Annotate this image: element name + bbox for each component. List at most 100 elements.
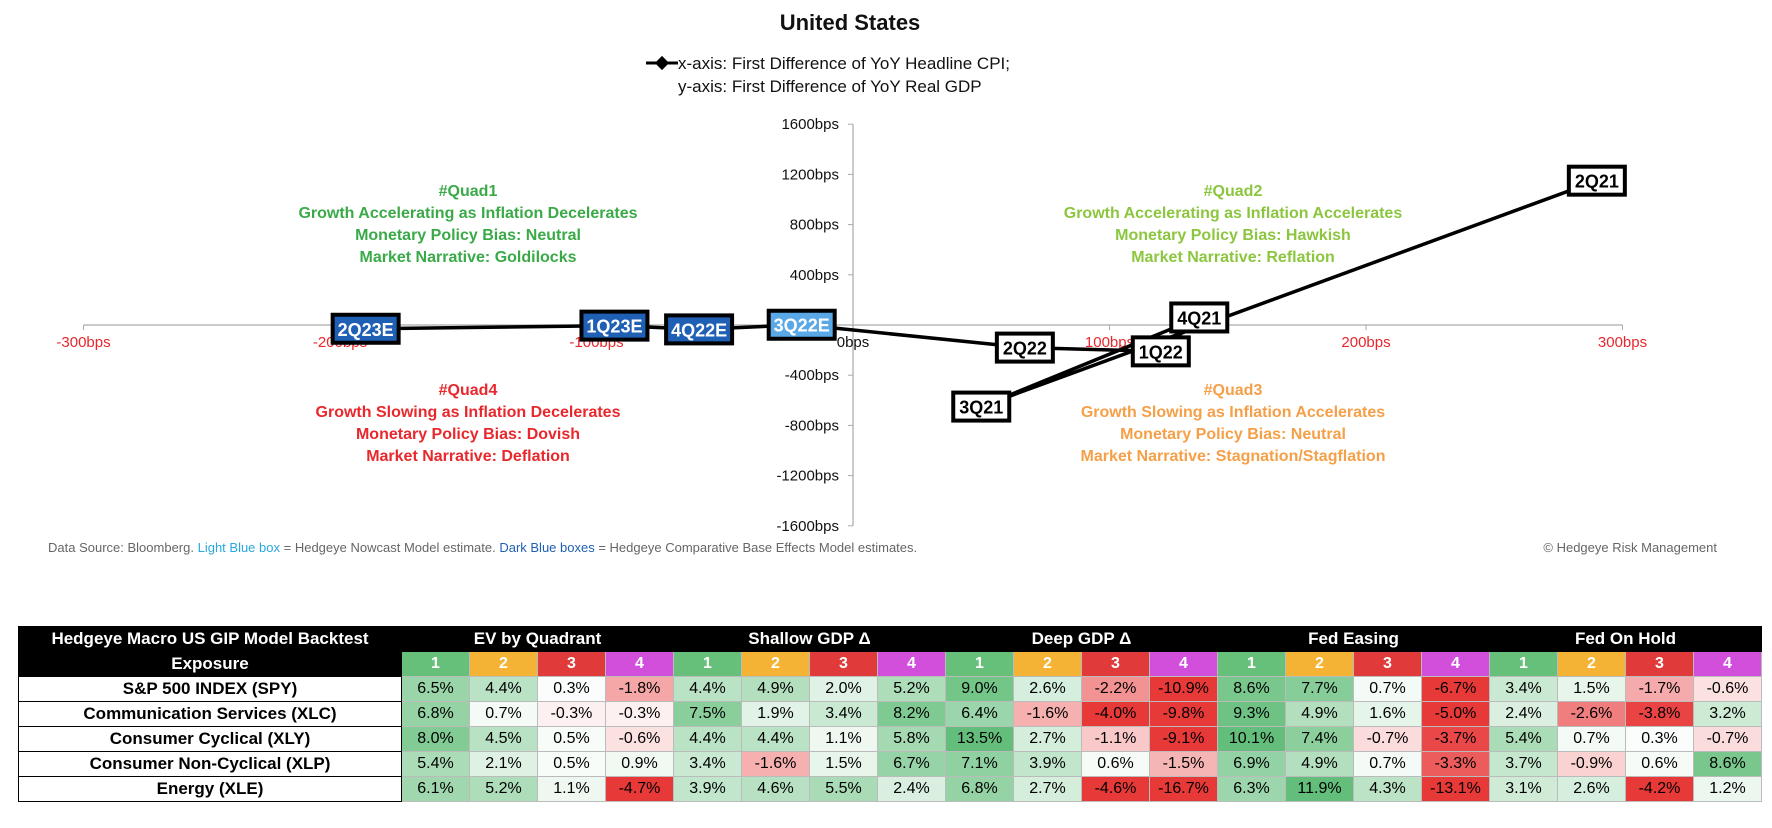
quadrant-q3-line: Monetary Policy Bias: Neutral (1120, 426, 1346, 443)
quadrant-q1-line: Market Narrative: Goldilocks (360, 249, 577, 266)
quadrant-number: 1 (1489, 651, 1558, 677)
value-cell: -0.9% (1557, 751, 1626, 777)
value-cell: -6.7% (1421, 676, 1490, 702)
quadrant-number: 3 (537, 651, 606, 677)
value-cell: 6.5% (401, 676, 470, 702)
value-cell: 1.1% (537, 776, 606, 802)
quadrant-number: 2 (1013, 651, 1082, 677)
chart-title: United States (780, 10, 921, 35)
quadrant-labels: #Quad1 Growth Accelerating as Inflation D… (298, 183, 1402, 465)
quad-chart: United States x-axis: First Difference o… (56, 10, 1647, 535)
point-box-1Q22 (1130, 335, 1191, 368)
value-cell: 4.5% (469, 726, 538, 752)
point-box-1Q23E (579, 309, 650, 342)
row-label: Consumer Cyclical (XLY) (18, 726, 402, 752)
value-cell: -0.6% (605, 726, 674, 752)
value-cell: 6.7% (877, 751, 946, 777)
value-cell: 10.1% (1217, 726, 1286, 752)
value-cell: 2.1% (469, 751, 538, 777)
legend: x-axis: First Difference of YoY Headline… (646, 54, 1010, 96)
value-cell: 2.6% (1557, 776, 1626, 802)
quadrant-q1-line: #Quad1 (439, 183, 498, 200)
table-header-row: Hedgeye Macro US GIP Model Backtest EV by… (18, 626, 1762, 652)
quadrant-q2-line: Monetary Policy Bias: Hawkish (1115, 227, 1351, 244)
value-cell: 3.2% (1693, 701, 1762, 727)
light-blue-label: Light Blue box (197, 540, 280, 555)
quadrant-number: 1 (945, 651, 1014, 677)
value-cell: 4.4% (469, 676, 538, 702)
group-header: Fed Easing (1217, 626, 1490, 652)
value-cell: -4.2% (1625, 776, 1694, 802)
quadrant-q4-line: Monetary Policy Bias: Dovish (356, 426, 580, 443)
legend-diamond-marker (654, 55, 670, 71)
value-cell: 0.3% (537, 676, 606, 702)
y-tick-label: 1200bps (781, 166, 839, 183)
value-cell: -9.1% (1149, 726, 1218, 752)
value-cell: 7.7% (1285, 676, 1354, 702)
quadrant-number: 1 (673, 651, 742, 677)
row-label: Consumer Non-Cyclical (XLP) (18, 751, 402, 777)
value-cell: 3.7% (1489, 751, 1558, 777)
value-cell: 5.8% (877, 726, 946, 752)
quadrant-number: 4 (877, 651, 946, 677)
value-cell: 5.4% (401, 751, 470, 777)
value-cell: 13.5% (945, 726, 1014, 752)
value-cell: 2.6% (1013, 676, 1082, 702)
value-cell: 6.1% (401, 776, 470, 802)
y-tick-label: 1600bps (781, 116, 839, 133)
value-cell: 8.6% (1693, 751, 1762, 777)
quadrant-q3-line: #Quad3 (1204, 382, 1263, 399)
value-cell: 6.4% (945, 701, 1014, 727)
value-cell: 3.1% (1489, 776, 1558, 802)
quadrant-q3-line: Market Narrative: Stagnation/Stagflation (1081, 448, 1386, 465)
copyright: © Hedgeye Risk Management (1543, 540, 1717, 555)
quadrant-number: 4 (605, 651, 674, 677)
quadrant-q2-line: #Quad2 (1204, 183, 1263, 200)
value-cell: 2.4% (877, 776, 946, 802)
value-cell: 0.9% (605, 751, 674, 777)
value-cell: 3.9% (1013, 751, 1082, 777)
gip-backtest-table: Hedgeye Macro US GIP Model Backtest EV by… (18, 626, 1762, 802)
value-cell: 4.9% (741, 676, 810, 702)
quadrant-q4-line: Growth Slowing as Inflation Decelerates (316, 404, 621, 421)
quadrant-q2-line: Growth Accelerating as Inflation Acceler… (1064, 205, 1403, 222)
value-cell: 8.6% (1217, 676, 1286, 702)
point-label-2Q22: 2Q22 (1003, 339, 1047, 359)
x-tick-label: 300bps (1598, 334, 1647, 351)
value-cell: 0.6% (1081, 751, 1150, 777)
value-cell: 9.3% (1217, 701, 1286, 727)
value-cell: 6.8% (945, 776, 1014, 802)
value-cell: -3.8% (1625, 701, 1694, 727)
value-cell: 0.7% (469, 701, 538, 727)
value-cell: 1.5% (1557, 676, 1626, 702)
value-cell: 8.0% (401, 726, 470, 752)
legend-line1: x-axis: First Difference of YoY Headline… (678, 54, 1010, 73)
quadrant-q4-line: #Quad4 (439, 382, 498, 399)
value-cell: -0.7% (1693, 726, 1762, 752)
value-cell: -4.7% (605, 776, 674, 802)
quadrant-q1-line: Monetary Policy Bias: Neutral (355, 227, 581, 244)
group-header: Shallow GDP Δ (673, 626, 946, 652)
value-cell: 6.8% (401, 701, 470, 727)
row-label: Energy (XLE) (18, 776, 402, 802)
value-cell: 4.6% (741, 776, 810, 802)
value-cell: -3.3% (1421, 751, 1490, 777)
value-cell: 1.5% (809, 751, 878, 777)
value-cell: 0.5% (537, 726, 606, 752)
value-cell: 4.4% (673, 676, 742, 702)
value-cell: 6.3% (1217, 776, 1286, 802)
value-cell: -2.6% (1557, 701, 1626, 727)
value-cell: -0.7% (1353, 726, 1422, 752)
value-cell: -16.7% (1149, 776, 1218, 802)
value-cell: 5.2% (877, 676, 946, 702)
value-cell: -1.6% (741, 751, 810, 777)
table-row: Energy (XLE) 6.1% 5.2% 1.1% -4.7% 3.9% 4.6% 5.5… (18, 776, 1762, 802)
group-header: EV by Quadrant (401, 626, 674, 652)
quadrant-number: 3 (1625, 651, 1694, 677)
value-cell: 0.7% (1557, 726, 1626, 752)
value-cell: -1.7% (1625, 676, 1694, 702)
light-blue-desc: = Hedgeye Nowcast Model estimate. (283, 540, 496, 555)
value-cell: -0.6% (1693, 676, 1762, 702)
y-tick-label: -1600bps (776, 518, 839, 535)
quadrant-number: 4 (1693, 651, 1762, 677)
